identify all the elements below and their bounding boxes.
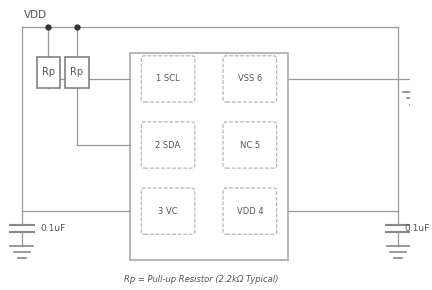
Text: Rp: Rp [70,68,84,77]
Text: 0.1uF: 0.1uF [404,224,429,233]
Text: 2 SDA: 2 SDA [156,140,181,150]
Text: NC 5: NC 5 [240,140,260,150]
Bar [37,57,60,88]
Text: Rp = Pull-up Resistor (2.2kΩ Typical): Rp = Pull-up Resistor (2.2kΩ Typical) [124,276,279,284]
Text: 1 SCL: 1 SCL [156,75,180,84]
Text: VDD: VDD [24,10,47,20]
Text: VDD 4: VDD 4 [237,206,263,215]
Text: VSS 6: VSS 6 [238,75,262,84]
Text: Rp: Rp [42,68,55,77]
Text: 3 VC: 3 VC [158,206,178,215]
Bar [130,53,288,260]
Text: 0.1uF: 0.1uF [40,224,66,233]
Bar [65,57,89,88]
